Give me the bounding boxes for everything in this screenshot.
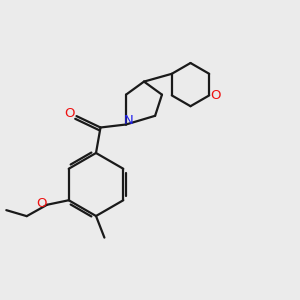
- Text: O: O: [36, 197, 46, 210]
- Text: O: O: [211, 89, 221, 102]
- Text: N: N: [124, 114, 133, 128]
- Text: O: O: [65, 107, 75, 120]
